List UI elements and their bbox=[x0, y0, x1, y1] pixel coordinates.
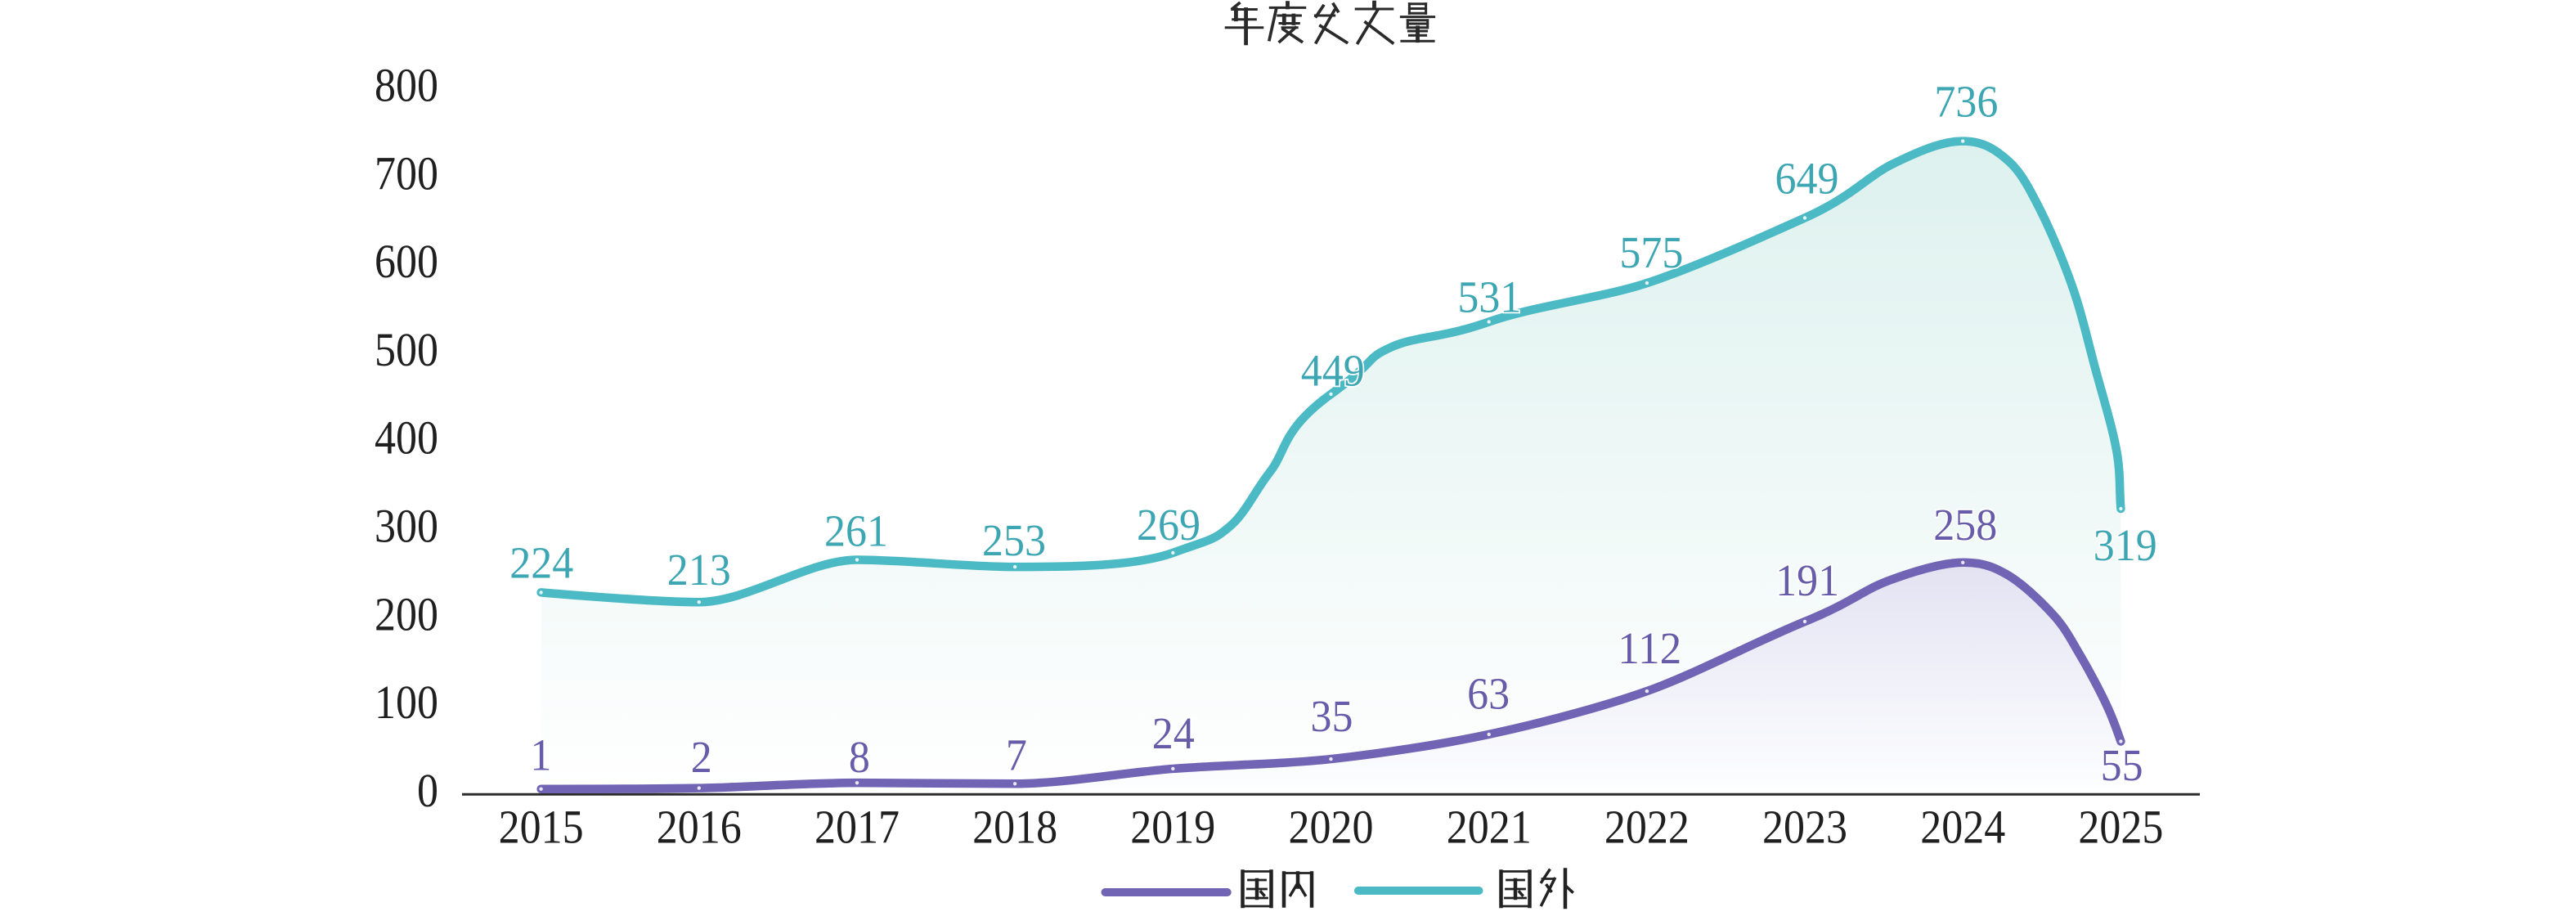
svg-text:600: 600 bbox=[375, 235, 438, 288]
svg-text:8: 8 bbox=[849, 732, 870, 782]
svg-text:7: 7 bbox=[1006, 730, 1027, 780]
svg-text:63: 63 bbox=[1467, 669, 1510, 719]
svg-text:55: 55 bbox=[2101, 740, 2143, 790]
svg-text:0: 0 bbox=[417, 764, 438, 817]
svg-text:213: 213 bbox=[667, 545, 731, 595]
svg-text:2015: 2015 bbox=[499, 801, 584, 854]
svg-text:100: 100 bbox=[375, 676, 438, 729]
svg-text:700: 700 bbox=[375, 146, 438, 200]
svg-text:1: 1 bbox=[530, 730, 551, 780]
svg-text:35: 35 bbox=[1311, 691, 1353, 741]
svg-text:531: 531 bbox=[1457, 272, 1521, 321]
svg-text:261: 261 bbox=[824, 505, 888, 555]
svg-text:2019: 2019 bbox=[1130, 801, 1215, 854]
svg-text:300: 300 bbox=[375, 500, 438, 553]
svg-text:258: 258 bbox=[1933, 500, 1997, 550]
svg-text:400: 400 bbox=[375, 411, 438, 465]
svg-text:2016: 2016 bbox=[657, 801, 742, 854]
svg-text:24: 24 bbox=[1152, 708, 1195, 758]
svg-text:224: 224 bbox=[509, 538, 573, 588]
svg-text:2021: 2021 bbox=[1447, 801, 1532, 854]
svg-text:2024: 2024 bbox=[1920, 801, 2005, 854]
svg-text:253: 253 bbox=[982, 515, 1046, 565]
svg-text:319: 319 bbox=[2094, 520, 2157, 570]
svg-text:2023: 2023 bbox=[1762, 801, 1847, 854]
svg-text:2018: 2018 bbox=[972, 801, 1057, 854]
svg-text:191: 191 bbox=[1775, 555, 1839, 605]
svg-text:2020: 2020 bbox=[1289, 801, 1374, 854]
svg-text:449: 449 bbox=[1301, 345, 1365, 395]
svg-text:736: 736 bbox=[1934, 76, 1998, 126]
svg-text:269: 269 bbox=[1137, 500, 1200, 550]
svg-text:800: 800 bbox=[375, 59, 438, 112]
svg-text:2022: 2022 bbox=[1604, 801, 1690, 854]
svg-text:2017: 2017 bbox=[815, 801, 900, 854]
svg-text:2025: 2025 bbox=[2078, 801, 2163, 854]
svg-text:649: 649 bbox=[1775, 153, 1839, 203]
svg-text:112: 112 bbox=[1618, 623, 1681, 673]
svg-text:2: 2 bbox=[691, 732, 712, 782]
svg-text:200: 200 bbox=[375, 587, 438, 640]
svg-text:500: 500 bbox=[375, 323, 438, 376]
svg-text:575: 575 bbox=[1619, 227, 1683, 277]
